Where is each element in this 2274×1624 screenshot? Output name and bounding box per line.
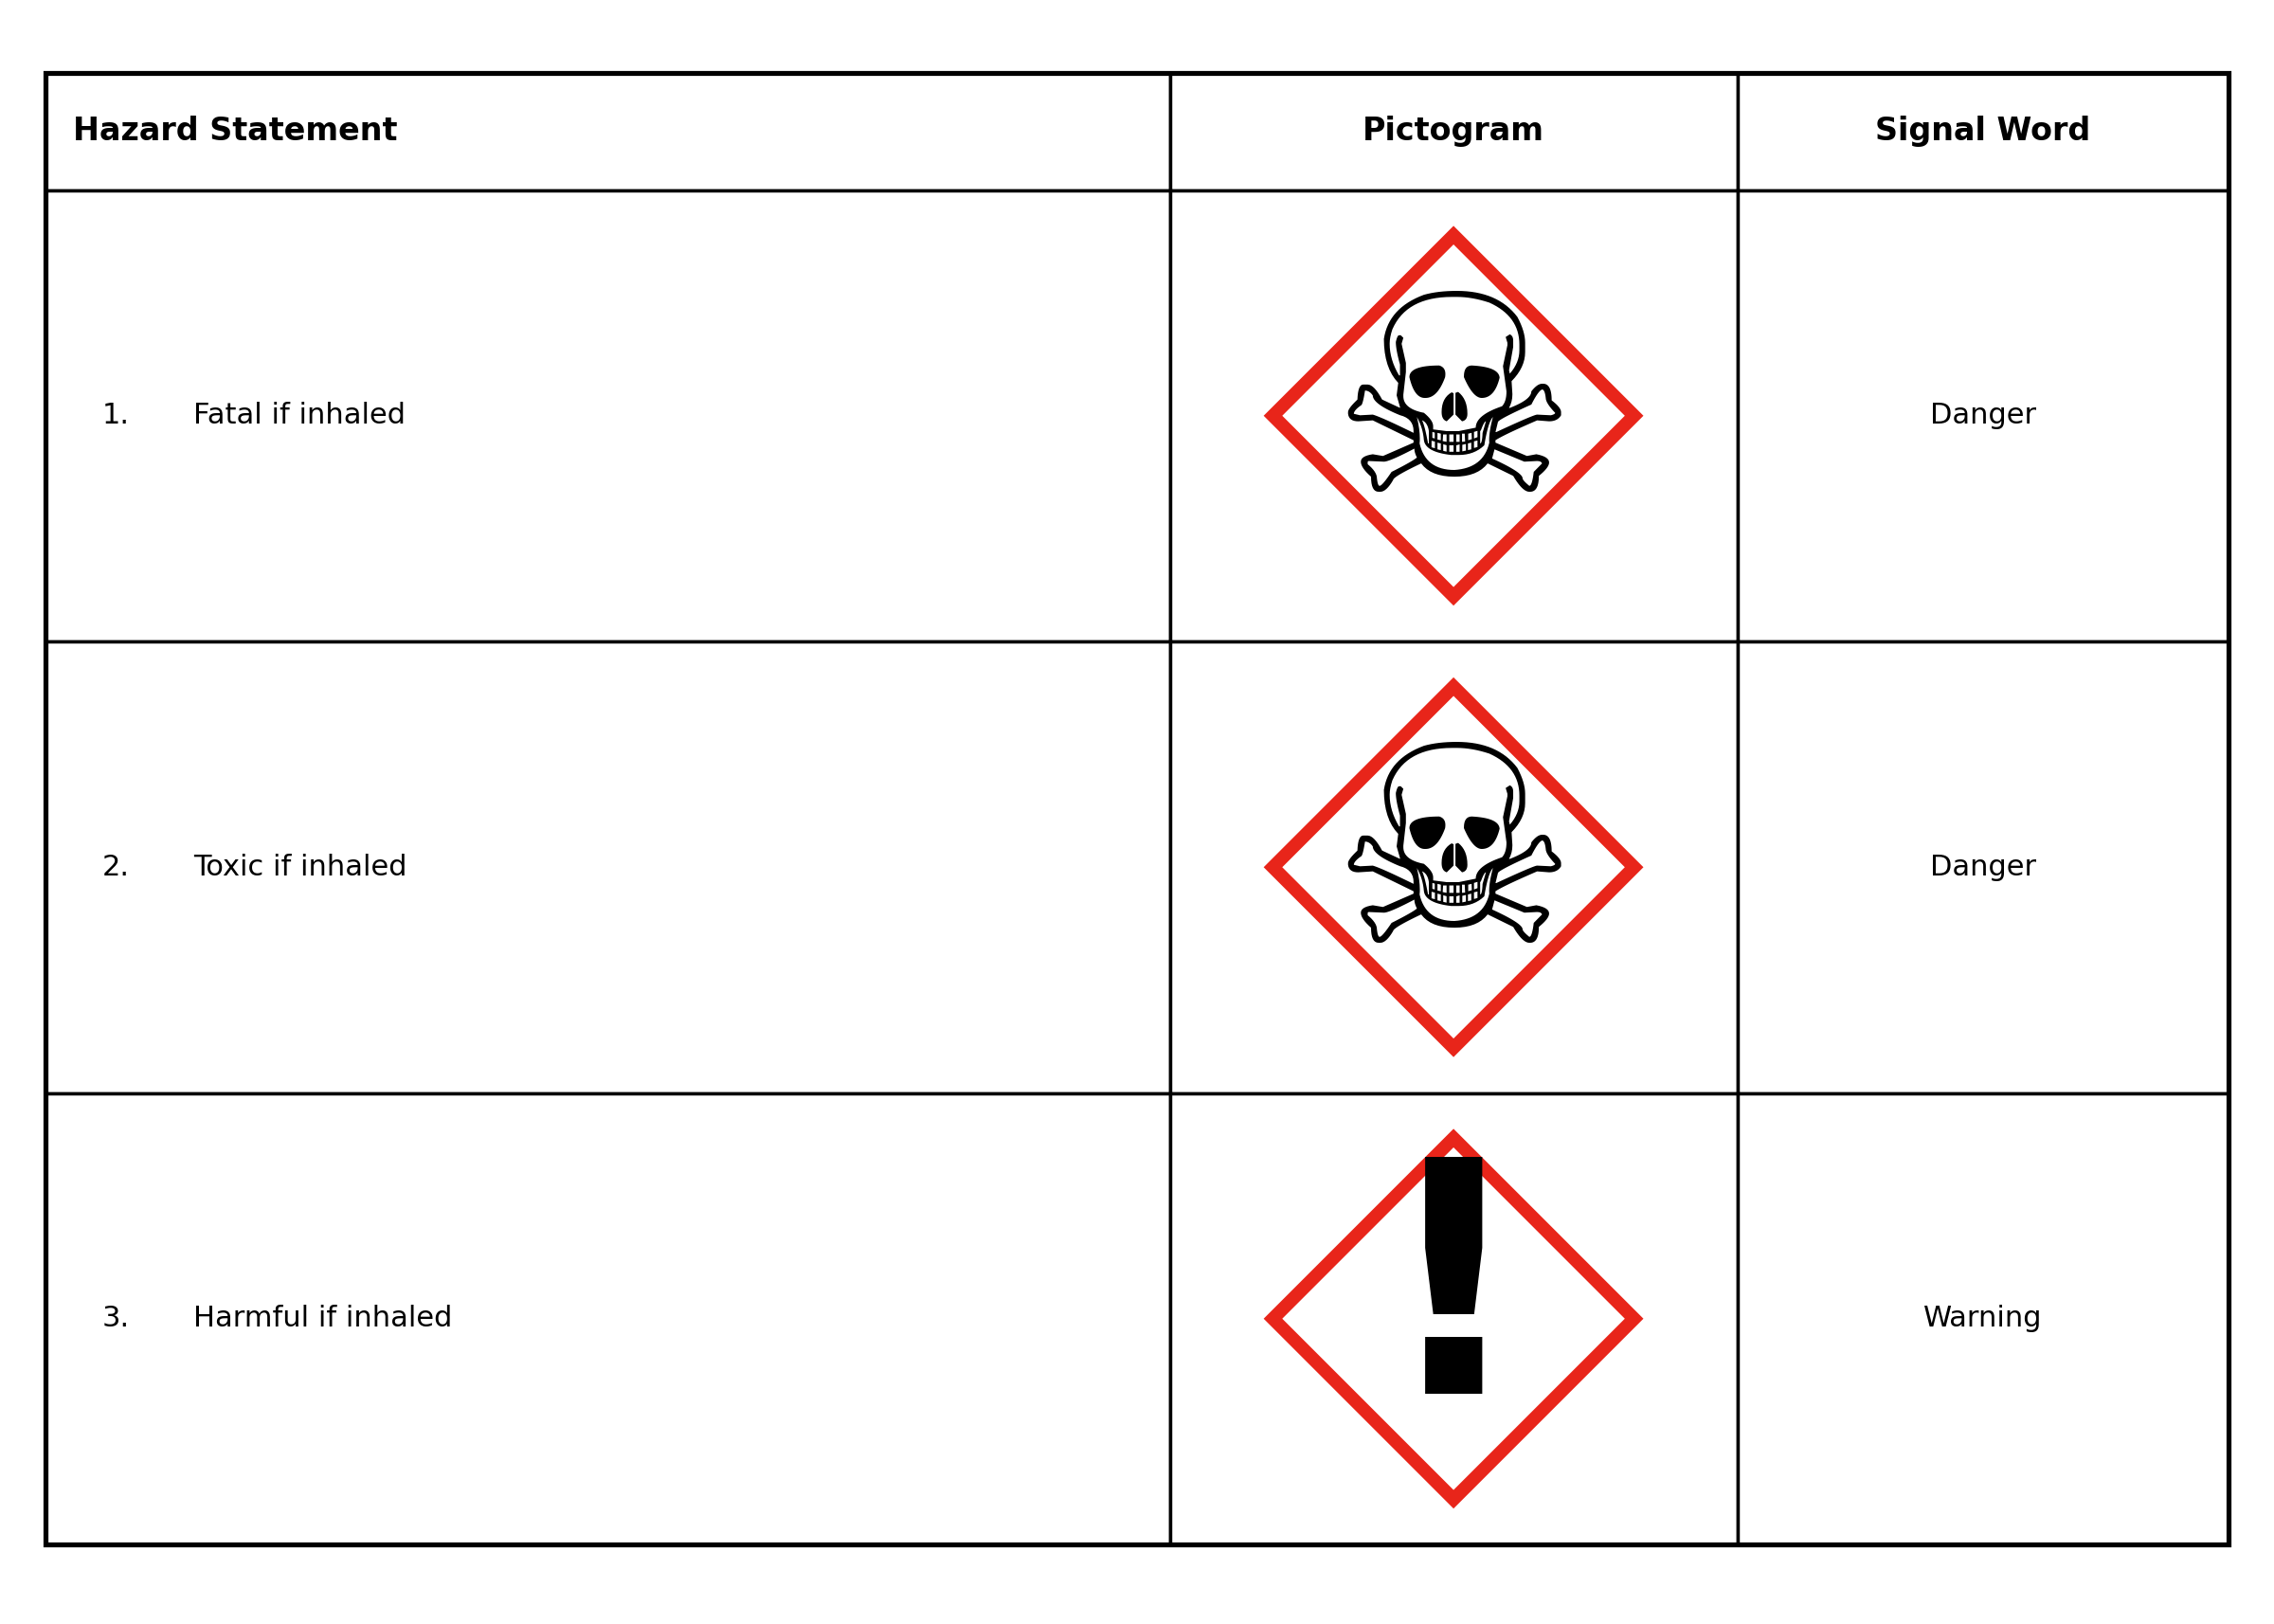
Bar — [1737, 190, 2229, 641]
Text: Hazard Statement: Hazard Statement — [73, 115, 398, 148]
Text: Signal Word: Signal Word — [1876, 115, 2090, 148]
Text: Danger: Danger — [1931, 854, 2035, 880]
Text: ☠: ☠ — [1330, 734, 1576, 1000]
Bar — [1169, 73, 1737, 190]
Text: Pictogram: Pictogram — [1362, 115, 1544, 148]
Bar — [45, 641, 1169, 1093]
Text: 2.: 2. — [102, 854, 130, 880]
Text: Harmful if inhaled: Harmful if inhaled — [193, 1306, 453, 1332]
Bar — [1737, 641, 2229, 1093]
Text: !: ! — [1380, 1148, 1528, 1462]
Polygon shape — [1273, 1138, 1635, 1499]
Bar — [45, 73, 1169, 190]
Text: Warning: Warning — [1924, 1306, 2042, 1332]
Bar — [1169, 1093, 1737, 1544]
Bar — [1737, 73, 2229, 190]
Polygon shape — [1273, 687, 1635, 1047]
Text: Toxic if inhaled: Toxic if inhaled — [193, 854, 407, 880]
Polygon shape — [1273, 235, 1635, 596]
Bar — [1169, 190, 1737, 641]
Text: ☠: ☠ — [1330, 283, 1576, 549]
Text: Fatal if inhaled: Fatal if inhaled — [193, 403, 405, 429]
Text: Danger: Danger — [1931, 403, 2035, 429]
Bar — [45, 190, 1169, 641]
Bar — [45, 1093, 1169, 1544]
Bar — [1169, 641, 1737, 1093]
Text: 3.: 3. — [102, 1306, 130, 1332]
Bar — [1737, 1093, 2229, 1544]
Text: 1.: 1. — [102, 403, 130, 429]
